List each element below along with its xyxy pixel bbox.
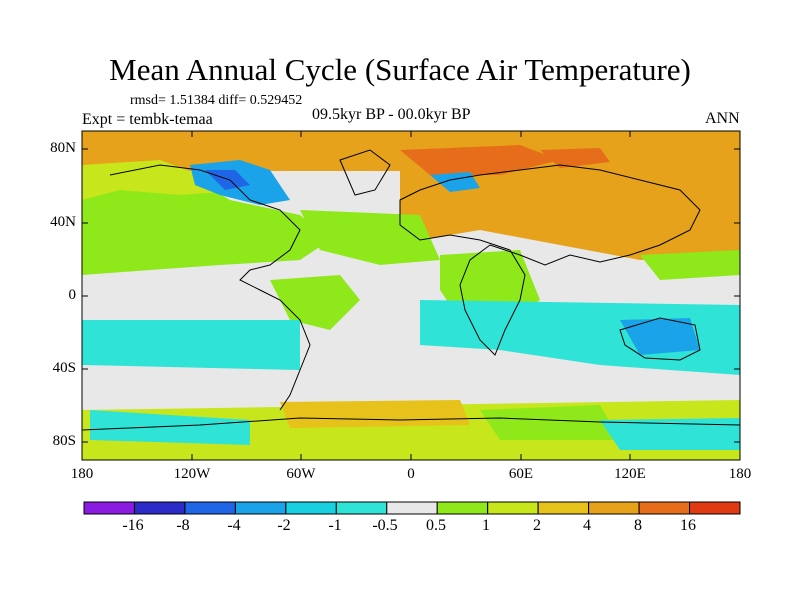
colorbar-swatch [537,501,590,515]
colorbar-label: 16 [680,517,696,534]
siberia-strong-warm-region [540,148,610,168]
colorbar-swatch [234,501,287,515]
australia-cooling [620,318,700,355]
colorbar-label: -4 [227,517,241,534]
stats-label: rmsd= 1.51384 diff= 0.529452 [130,93,303,108]
antarctic-cyan-region [90,410,250,445]
arctic-strong-warm-region [400,145,560,175]
y-tick-marks [82,148,740,443]
colorbar-swatch [689,501,741,515]
colorbar-swatch [83,501,135,515]
colorbar-swatch [184,501,236,515]
colorbar [83,501,741,515]
map-title: Mean Annual Cycle (Surface Air Temperatu… [109,52,691,87]
colorbar-swatch [285,501,337,515]
north-atlantic-green [300,210,440,265]
colorbar-label: 0.5 [426,517,446,534]
colorbar-swatch [638,501,691,515]
coastlines [82,149,740,431]
colorbar-label: -1 [328,517,342,534]
north-america-pacific-green [82,165,330,275]
colorbar-label: 2 [533,517,541,534]
antarctic-east-cyan [600,418,740,450]
colorbar-label: -0.5 [372,517,398,534]
x-tick-0: 0 [407,466,415,482]
colorbar-label: 8 [634,517,642,534]
colorbar-label: 4 [583,517,591,534]
season-label: ANN [705,110,740,127]
colorbar-label: 1 [482,517,490,534]
x-tick-60w: 60W [286,466,316,482]
y-tick-80s: 80S [52,433,76,449]
colorbar-label: -2 [277,517,291,534]
colorbar-swatch [588,501,640,515]
south-america-green [270,275,360,330]
temperature-field [82,131,740,460]
x-tick-60e: 60E [508,466,534,482]
colorbar-label: -16 [122,517,144,534]
colorbar-label: -8 [176,517,190,534]
south-pacific-cyan [82,320,300,370]
antarctic-gold-region [280,400,470,428]
experiment-label: Expt = tembk-temaa [82,111,213,128]
y-tick-40s: 40S [52,360,76,376]
period-label: 09.5kyr BP - 00.0kyr BP [312,106,471,123]
x-tick-180e: 180 [728,466,752,482]
west-pacific-green [640,250,740,280]
colorbar-swatch [436,501,489,515]
indian-ocean-cyan [420,300,740,375]
x-tick-120w: 120W [173,466,211,482]
colorbar-swatch [487,501,539,515]
colorbar-swatch [335,501,388,515]
colorbar-swatch [133,501,186,515]
x-tick-marks [81,131,741,460]
y-tick-0: 0 [68,287,77,303]
y-tick-40n: 40N [50,214,76,230]
x-tick-180w: 180 [70,466,94,482]
colorbar-swatch [386,501,438,515]
x-tick-120e: 120E [614,466,646,482]
y-tick-80n: 80N [50,140,76,156]
antarctic-green-region [480,405,620,440]
